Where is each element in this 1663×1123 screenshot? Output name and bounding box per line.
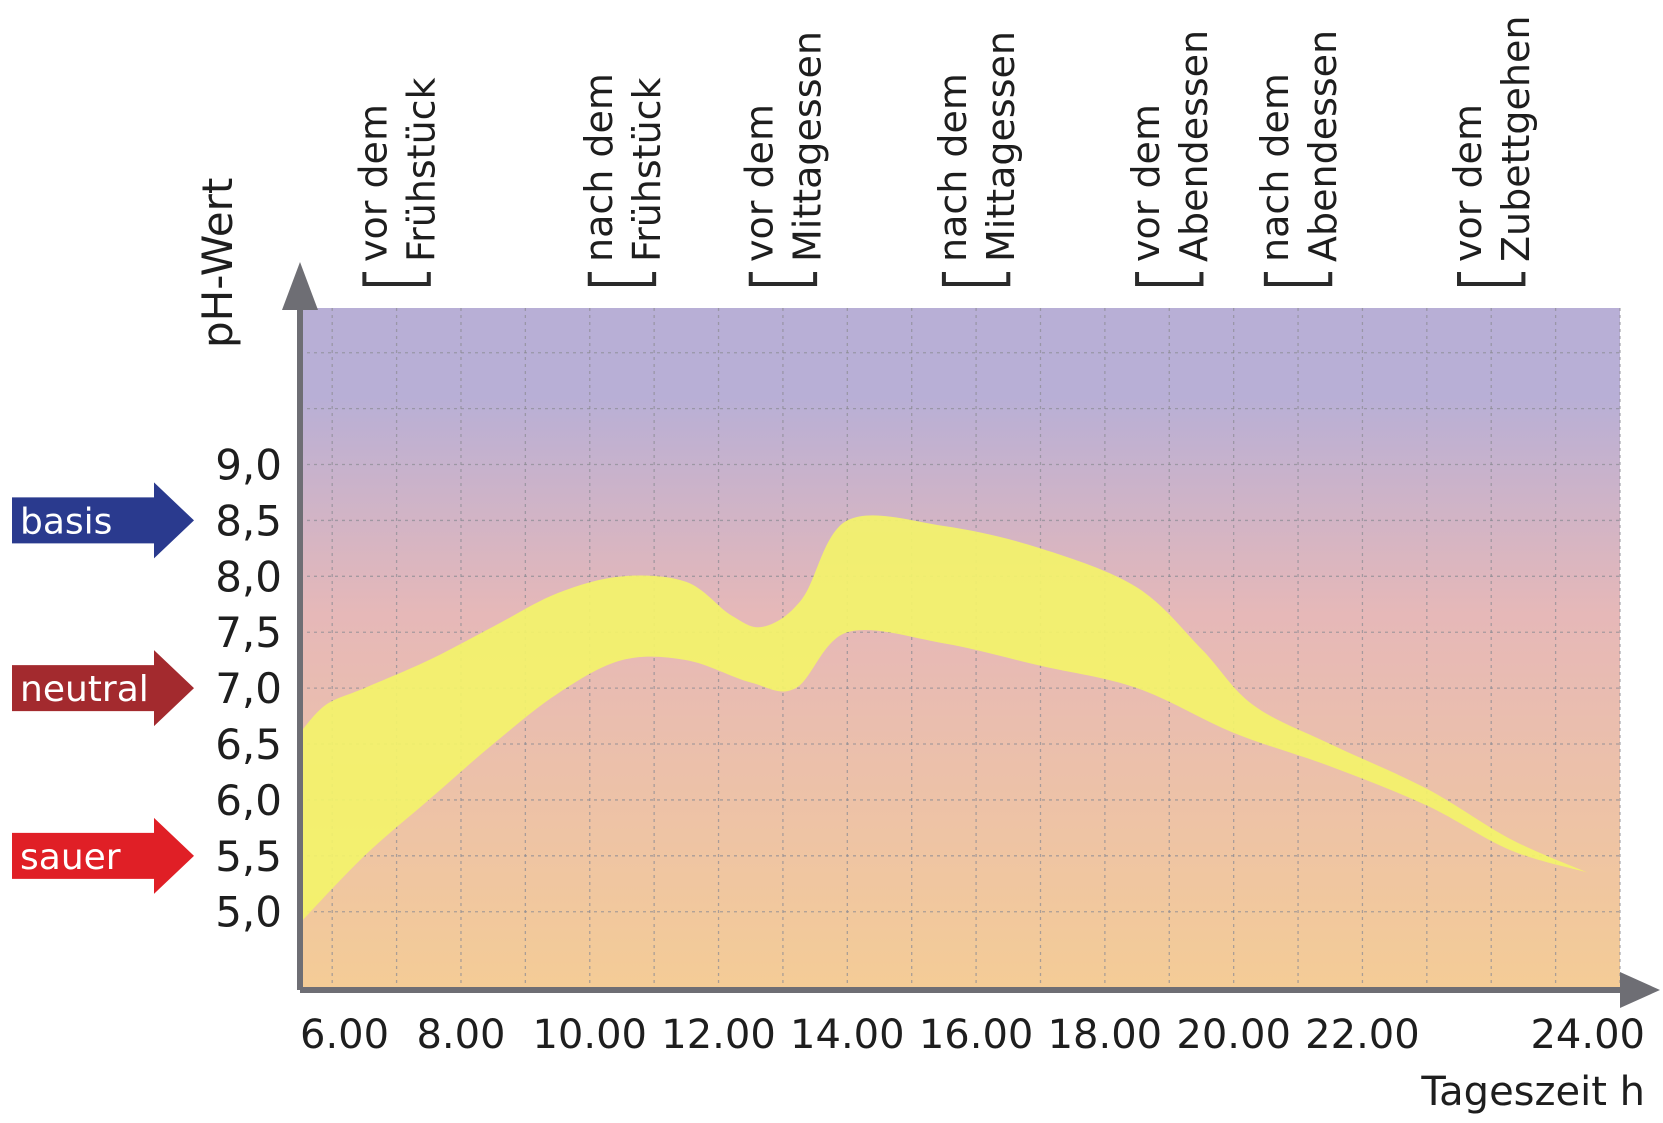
x-tick-label: 14.00 — [790, 1012, 905, 1058]
zone-arrow-shape — [12, 650, 194, 727]
meal-marker-label-line2: Mittagessen — [979, 31, 1023, 262]
zone-arrow-label: sauer — [20, 837, 121, 878]
meal-marker-label-line2: Abendessen — [1172, 30, 1216, 262]
meal-marker-label-line1: nach dem — [1253, 73, 1297, 262]
x-tick-label: 8.00 — [416, 1012, 505, 1058]
zone-arrow-shape — [12, 482, 194, 559]
x-axis-arrowhead — [1620, 972, 1660, 1008]
y-tick-label: 8,5 — [215, 496, 282, 545]
meal-marker: nach dem Mittagessen — [931, 31, 1023, 286]
meal-marker: vor dem Mittagessen — [738, 31, 830, 286]
meal-marker: vor dem Abendessen — [1124, 30, 1216, 286]
meal-marker: nach dem Abendessen — [1253, 30, 1345, 286]
x-tick-label: 20.00 — [1176, 1012, 1291, 1058]
meal-marker-label-line2: Frühstück — [399, 77, 443, 262]
meal-marker-bracket — [1457, 272, 1526, 286]
axes — [282, 262, 1660, 1008]
x-tick-label: 12.00 — [661, 1012, 776, 1058]
x-tick-label: 24.00 — [1530, 1012, 1645, 1058]
x-tick-label: 16.00 — [919, 1012, 1034, 1058]
y-tick-label: 6,5 — [215, 720, 282, 769]
y-tick-label: 5,0 — [215, 888, 282, 937]
y-tick-label: 7,0 — [215, 664, 282, 713]
x-axis-label: Tageszeit h — [1420, 1069, 1645, 1115]
zone-arrow-label: neutral — [20, 669, 149, 710]
meal-marker-label-line2: Mittagessen — [786, 31, 830, 262]
ph-range-band — [300, 515, 1588, 923]
y-axis-arrowhead — [282, 262, 318, 310]
meal-marker-bracket — [1263, 272, 1333, 286]
y-tick-label: 6,0 — [215, 776, 282, 825]
meal-marker: vor dem Frühstück — [351, 77, 443, 286]
y-tick-label: 8,0 — [215, 552, 282, 601]
y-tick-label: 5,5 — [215, 832, 282, 881]
y-tick-label: 9,0 — [215, 441, 282, 490]
meal-marker-label-line1: nach dem — [577, 73, 621, 262]
meal-marker: nach dem Frühstück — [577, 73, 669, 286]
meal-marker-label-line2: Frühstück — [625, 77, 669, 262]
meal-marker-label-line2: Abendessen — [1301, 30, 1345, 262]
x-tick-labels: 6.00 8.00 10.00 12.00 14.00 16.00 18.00 20.00 22… — [300, 1012, 1645, 1058]
y-tick-label: 7,5 — [215, 608, 282, 657]
zone-arrow-sauer: sauer — [12, 817, 194, 894]
meal-marker-label-line1: vor dem — [738, 104, 782, 262]
y-tick-labels: 5,0 5,5 6,0 6,5 7,0 7,5 8,0 8,5 9,0 — [215, 441, 282, 937]
zone-arrow-neutral: neutral — [12, 650, 194, 727]
meal-marker-bracket — [748, 272, 818, 286]
x-tick-label: 6.00 — [300, 1012, 389, 1058]
meal-marker-bracket — [362, 272, 431, 286]
y-axis-label: pH-Wert — [193, 178, 242, 348]
ph-zone-arrows: basis neutral sauer — [12, 482, 194, 894]
meal-marker-bracket — [941, 272, 1011, 286]
grid — [300, 308, 1621, 990]
x-tick-label: 22.00 — [1305, 1012, 1420, 1058]
meal-marker-bracket — [1135, 272, 1204, 286]
meal-marker-bracket — [587, 272, 657, 286]
meal-marker-label-line2: Zubettgehen — [1494, 16, 1538, 262]
x-tick-label: 18.00 — [1048, 1012, 1163, 1058]
meal-marker-label-line1: vor dem — [351, 104, 395, 262]
meal-marker-label-line1: vor dem — [1124, 104, 1168, 262]
zone-arrow-basis: basis — [12, 482, 194, 559]
meal-markers: vor dem Frühstück nach dem Frühstück vor dem… — [351, 16, 1538, 286]
zone-arrow-shape — [12, 817, 194, 894]
meal-marker-label-line1: nach dem — [931, 73, 975, 262]
meal-marker-label-line1: vor dem — [1446, 104, 1490, 262]
meal-marker: vor dem Zubettgehen — [1446, 16, 1538, 286]
x-tick-label: 10.00 — [532, 1012, 647, 1058]
zone-arrow-label: basis — [20, 501, 112, 542]
